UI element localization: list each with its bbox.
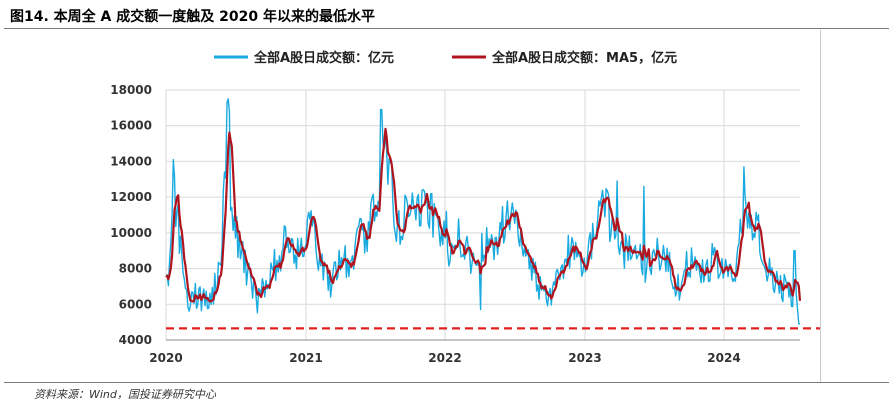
y-tick-label: 12000 <box>110 190 152 204</box>
legend-label-ma5: 全部A股日成交额：MA5，亿元 <box>491 50 677 66</box>
x-tick-label: 2020 <box>149 351 182 365</box>
legend-label-daily: 全部A股日成交额：亿元 <box>253 50 394 66</box>
series-line-ma5 <box>165 127 802 303</box>
y-tick-label: 8000 <box>119 262 152 276</box>
figure-title: 图14. 本周全 A 成交额一度触及 2020 年以来的最低水平 <box>10 9 375 25</box>
y-tick-label: 4000 <box>119 333 152 347</box>
source-note: 资料来源：Wind，国投证券研究中心 <box>34 388 216 401</box>
y-tick-label: 18000 <box>110 83 152 97</box>
bottom-rule <box>4 382 889 383</box>
x-tick-label: 2021 <box>289 351 322 365</box>
grid-lines <box>165 89 800 341</box>
top-rule <box>4 28 889 29</box>
y-tick-label: 6000 <box>119 297 152 311</box>
x-tick-label: 2024 <box>707 351 740 365</box>
series-line-daily <box>165 98 800 325</box>
x-tick-label: 2023 <box>568 351 601 365</box>
legend: 全部A股日成交额：亿元 全部A股日成交额：MA5，亿元 <box>214 50 677 66</box>
y-tick-label: 10000 <box>110 226 152 240</box>
x-tick-label: 2022 <box>428 351 461 365</box>
x-axis: 2020 2021 2022 2023 2024 <box>149 339 800 365</box>
chart-frame <box>4 30 821 382</box>
y-tick-label: 14000 <box>110 154 152 168</box>
y-tick-label: 16000 <box>110 119 152 133</box>
y-axis: 4000 6000 8000 10000 12000 14000 16000 1… <box>110 83 152 347</box>
